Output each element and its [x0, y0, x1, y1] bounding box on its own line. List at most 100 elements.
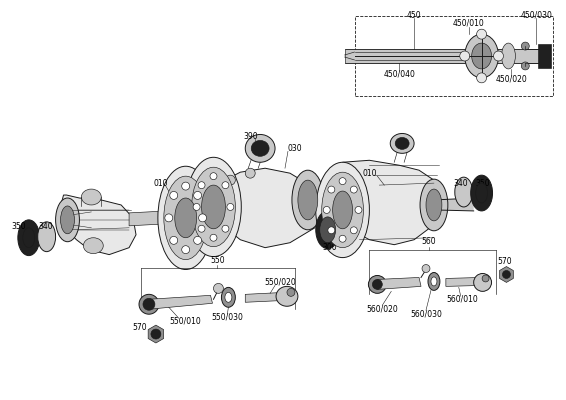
- Text: 300: 300: [323, 243, 337, 252]
- Ellipse shape: [321, 172, 363, 248]
- Text: 340: 340: [453, 179, 468, 188]
- Ellipse shape: [164, 176, 208, 260]
- Ellipse shape: [55, 198, 79, 242]
- Circle shape: [225, 175, 235, 185]
- Circle shape: [477, 73, 487, 83]
- Ellipse shape: [521, 42, 529, 50]
- Text: 350: 350: [475, 179, 490, 188]
- Text: 390: 390: [243, 132, 258, 141]
- Ellipse shape: [474, 274, 491, 291]
- Text: 550/030: 550/030: [212, 313, 243, 322]
- Ellipse shape: [186, 157, 241, 257]
- Polygon shape: [446, 278, 483, 286]
- Text: 450/020: 450/020: [495, 74, 528, 83]
- Circle shape: [210, 173, 217, 180]
- Ellipse shape: [298, 180, 318, 220]
- Circle shape: [372, 280, 382, 289]
- Ellipse shape: [395, 138, 409, 149]
- Circle shape: [222, 225, 229, 232]
- Polygon shape: [538, 44, 551, 68]
- Polygon shape: [378, 278, 421, 289]
- Ellipse shape: [18, 220, 40, 256]
- Polygon shape: [434, 198, 474, 211]
- Text: 450/010: 450/010: [453, 19, 484, 28]
- Polygon shape: [245, 292, 287, 302]
- Text: 010: 010: [153, 179, 168, 188]
- Polygon shape: [500, 266, 513, 282]
- Polygon shape: [342, 160, 439, 258]
- Ellipse shape: [38, 222, 55, 252]
- Ellipse shape: [471, 175, 492, 211]
- Circle shape: [355, 206, 362, 214]
- Circle shape: [328, 186, 335, 193]
- Polygon shape: [149, 295, 212, 309]
- Circle shape: [287, 288, 295, 296]
- Ellipse shape: [23, 228, 35, 248]
- Ellipse shape: [471, 43, 491, 69]
- Ellipse shape: [333, 191, 353, 229]
- Ellipse shape: [426, 189, 442, 221]
- Ellipse shape: [158, 166, 213, 270]
- Ellipse shape: [316, 211, 340, 249]
- Ellipse shape: [316, 162, 370, 258]
- Polygon shape: [129, 210, 186, 226]
- Text: 450/030: 450/030: [520, 11, 552, 20]
- Ellipse shape: [276, 286, 298, 306]
- Ellipse shape: [251, 140, 269, 156]
- Ellipse shape: [225, 292, 232, 302]
- Circle shape: [422, 264, 430, 272]
- Ellipse shape: [192, 167, 235, 247]
- Ellipse shape: [420, 179, 448, 231]
- Text: 450: 450: [407, 11, 422, 20]
- Circle shape: [339, 235, 346, 242]
- Circle shape: [210, 234, 217, 241]
- Ellipse shape: [292, 170, 324, 230]
- Circle shape: [182, 246, 190, 254]
- Text: 560: 560: [422, 237, 436, 246]
- Circle shape: [323, 206, 330, 214]
- Text: 030: 030: [288, 144, 302, 153]
- Ellipse shape: [320, 217, 336, 243]
- Text: 550: 550: [210, 256, 225, 265]
- Text: 570: 570: [132, 323, 147, 332]
- Circle shape: [482, 275, 489, 282]
- Circle shape: [477, 29, 487, 39]
- Ellipse shape: [201, 185, 225, 229]
- Circle shape: [503, 270, 511, 278]
- Circle shape: [222, 182, 229, 189]
- Text: 550/020: 550/020: [264, 278, 296, 287]
- Polygon shape: [148, 325, 164, 343]
- Ellipse shape: [83, 238, 103, 254]
- Circle shape: [339, 178, 346, 185]
- Text: 350: 350: [11, 222, 26, 231]
- Ellipse shape: [82, 189, 101, 205]
- Text: 560/020: 560/020: [366, 305, 398, 314]
- Text: 560/030: 560/030: [410, 310, 442, 319]
- Ellipse shape: [390, 134, 414, 153]
- Circle shape: [182, 182, 190, 190]
- Text: 450/040: 450/040: [383, 69, 415, 78]
- Circle shape: [198, 225, 205, 232]
- Circle shape: [165, 214, 173, 222]
- Ellipse shape: [465, 34, 499, 78]
- Ellipse shape: [501, 43, 516, 69]
- Ellipse shape: [61, 206, 75, 234]
- Ellipse shape: [221, 287, 235, 307]
- Circle shape: [213, 284, 224, 293]
- Text: 560/010: 560/010: [446, 295, 478, 304]
- Circle shape: [199, 214, 207, 222]
- Circle shape: [350, 186, 357, 193]
- Polygon shape: [354, 52, 465, 60]
- Bar: [354, 16, 553, 96]
- Circle shape: [350, 227, 357, 234]
- Polygon shape: [211, 168, 320, 248]
- Text: 010: 010: [362, 169, 376, 178]
- Circle shape: [143, 298, 155, 310]
- Circle shape: [198, 182, 205, 189]
- Ellipse shape: [175, 198, 196, 238]
- Ellipse shape: [431, 277, 437, 286]
- Circle shape: [328, 227, 335, 234]
- Circle shape: [245, 168, 255, 178]
- Text: 550/010: 550/010: [170, 317, 201, 326]
- Circle shape: [227, 204, 234, 210]
